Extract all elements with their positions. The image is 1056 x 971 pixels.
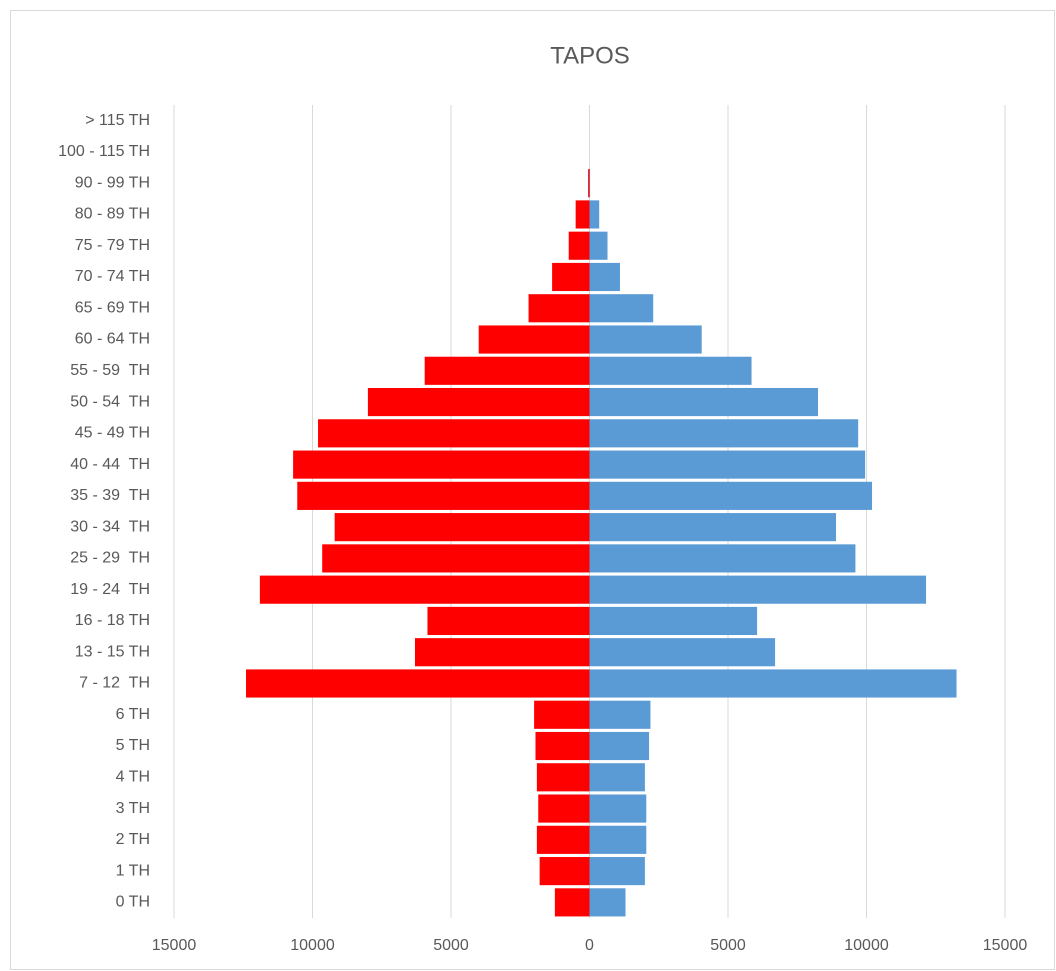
bar (589, 763, 645, 792)
bar (297, 481, 590, 510)
bar (534, 700, 590, 729)
bar (589, 325, 702, 354)
bar (589, 356, 752, 385)
bar (589, 169, 591, 198)
bar (367, 387, 590, 417)
y-tick-label: 35 - 39 TH (70, 487, 150, 504)
y-tick-label: 50 - 54 TH (70, 393, 150, 410)
bar (554, 888, 590, 917)
y-tick-label: 4 TH (116, 769, 150, 786)
bar (539, 857, 590, 886)
y-tick-label: 30 - 34 TH (70, 518, 150, 535)
bar (322, 544, 590, 573)
bar (589, 544, 856, 573)
y-tick-label: 2 TH (116, 831, 150, 848)
bar (589, 794, 647, 823)
y-tick-label: 0 TH (116, 894, 150, 911)
bar (568, 231, 590, 260)
y-tick-label: 19 - 24 TH (70, 581, 150, 598)
chart-title: TAPOS (550, 42, 630, 69)
bar (589, 638, 776, 667)
y-tick-label: 1 TH (116, 862, 150, 879)
bar (589, 700, 651, 729)
bar (478, 325, 590, 354)
bar (536, 825, 590, 854)
bar (589, 200, 600, 229)
y-tick-label: 65 - 69 TH (75, 299, 150, 316)
y-tick-label: 90 - 99 TH (75, 174, 150, 191)
bar (293, 450, 590, 479)
bar (589, 606, 758, 636)
bar (589, 575, 927, 604)
bar (589, 450, 866, 479)
bar (589, 888, 626, 917)
y-tick-label: 45 - 49 TH (75, 425, 150, 442)
y-tick-label: 6 TH (116, 706, 150, 723)
bar (334, 513, 590, 542)
x-tick-label: 5000 (710, 937, 746, 954)
y-tick-label: 16 - 18 TH (75, 612, 150, 629)
bar (589, 481, 873, 510)
bar (424, 356, 590, 385)
y-tick-label: 13 - 15 TH (75, 643, 150, 660)
y-tick-label: 60 - 64 TH (75, 331, 150, 348)
bar (589, 387, 819, 417)
bar (427, 606, 590, 636)
bar (589, 262, 620, 292)
y-tick-label: 40 - 44 TH (70, 456, 150, 473)
bar (538, 794, 590, 823)
y-tick-label: 70 - 74 TH (75, 268, 150, 285)
bar (246, 669, 590, 698)
y-tick-label: 25 - 29 TH (70, 550, 150, 567)
bar (528, 294, 590, 323)
x-tick-label: 10000 (290, 937, 335, 954)
y-tick-label: 7 - 12 TH (79, 675, 150, 692)
bar (414, 638, 590, 667)
bar (589, 669, 957, 698)
bar (536, 763, 590, 792)
bar (589, 294, 654, 323)
bar (589, 825, 647, 854)
bar (575, 200, 590, 229)
x-tick-label: 10000 (844, 937, 889, 954)
bar (589, 419, 859, 448)
y-tick-label: 5 TH (116, 737, 150, 754)
bar (535, 731, 590, 761)
x-tick-label: 15000 (983, 937, 1028, 954)
bar (259, 575, 590, 604)
x-tick-label: 5000 (433, 937, 469, 954)
x-tick-label: 0 (585, 937, 594, 954)
y-tick-label: 80 - 89 TH (75, 206, 150, 223)
x-tick-label: 15000 (152, 937, 197, 954)
y-tick-label: 3 TH (116, 800, 150, 817)
y-tick-label: 55 - 59 TH (70, 362, 150, 379)
y-tick-label: 75 - 79 TH (75, 237, 150, 254)
y-tick-label: 100 - 115 TH (58, 143, 150, 160)
bar (318, 419, 590, 448)
bar (589, 731, 650, 761)
bar (588, 169, 590, 198)
y-tick-label: > 115 TH (85, 112, 150, 129)
bar (589, 513, 837, 542)
bar (552, 262, 590, 292)
bar (589, 231, 608, 260)
bar (589, 857, 645, 886)
